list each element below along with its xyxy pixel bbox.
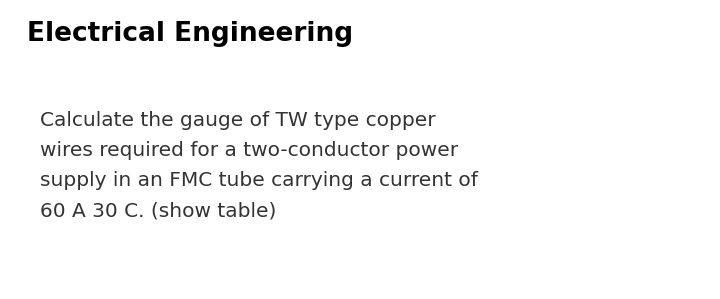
- Text: Calculate the gauge of TW type copper
wires required for a two-conductor power
s: Calculate the gauge of TW type copper wi…: [40, 111, 477, 220]
- Text: Electrical Engineering: Electrical Engineering: [27, 21, 354, 47]
